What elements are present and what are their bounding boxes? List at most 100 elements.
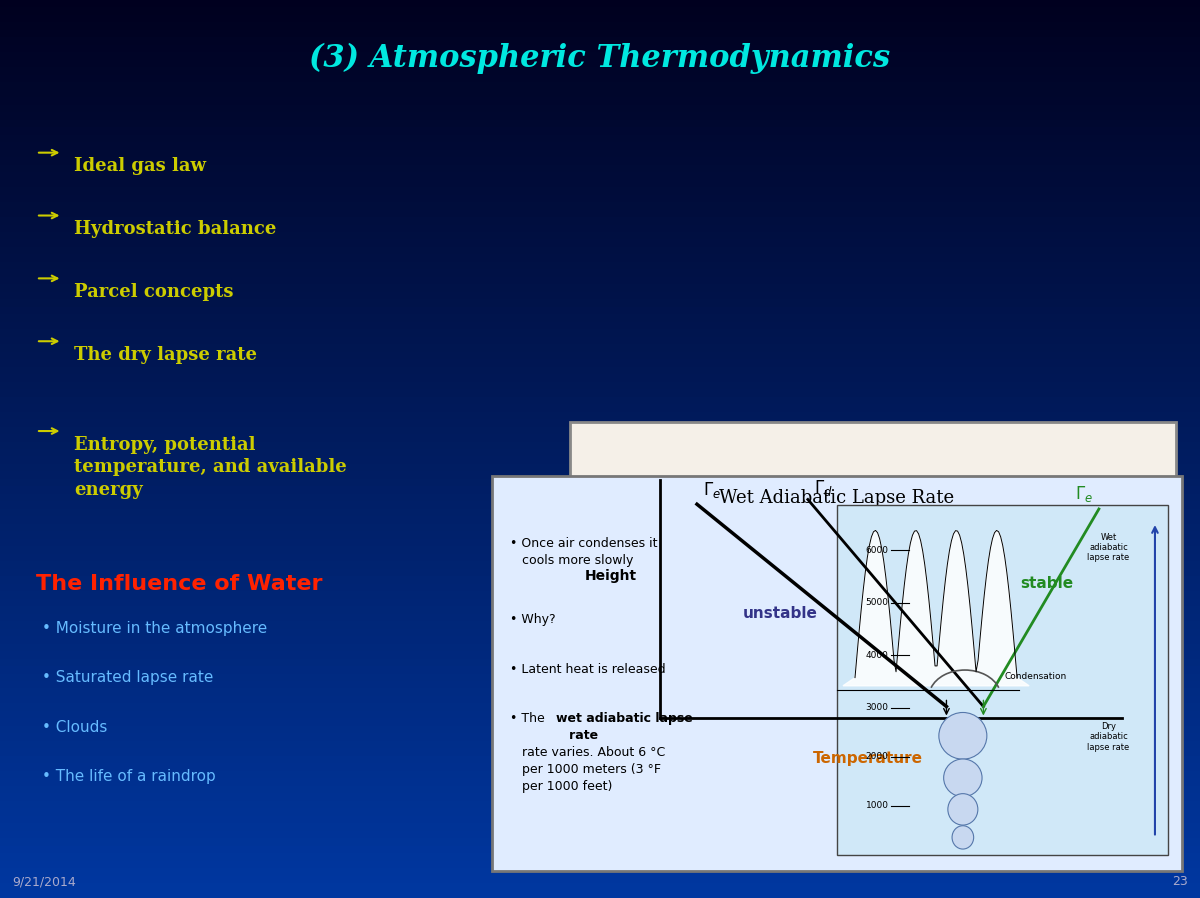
Bar (0, 763, 1200, 770)
Bar (0, 793, 1200, 801)
Bar (0, 195, 1200, 202)
Bar (0, 337, 1200, 344)
Bar (0, 180, 1200, 187)
Bar (0, 689, 1200, 696)
Bar (0, 344, 1200, 352)
Bar (0, 831, 1200, 838)
Bar (0, 674, 1200, 681)
Text: 3000: 3000 (865, 703, 888, 712)
Bar (0, 786, 1200, 793)
Bar (0, 232, 1200, 240)
Bar (0, 651, 1200, 658)
Bar (0, 434, 1200, 442)
Text: Temperature: Temperature (812, 751, 923, 766)
Bar (0, 532, 1200, 539)
Bar (0, 352, 1200, 359)
Bar (0, 539, 1200, 546)
Bar (0, 314, 1200, 321)
Text: • Clouds: • Clouds (42, 720, 107, 735)
Text: Height: Height (584, 568, 636, 583)
Bar (0, 554, 1200, 561)
Text: • Once air condenses it
   cools more slowly: • Once air condenses it cools more slowl… (510, 537, 658, 567)
Bar (0, 524, 1200, 532)
Bar (0, 135, 1200, 142)
Bar (0, 621, 1200, 629)
Bar (0, 247, 1200, 254)
Text: Parcel concepts: Parcel concepts (74, 283, 234, 301)
Bar (0, 374, 1200, 382)
Bar (0, 45, 1200, 52)
Bar (0, 561, 1200, 568)
Bar (0, 397, 1200, 404)
Bar (0, 411, 1200, 419)
Bar (0, 0, 1200, 7)
Text: • Latent heat is released: • Latent heat is released (510, 663, 666, 675)
Text: • The: • The (510, 712, 548, 725)
Bar (0, 285, 1200, 292)
Bar (0, 479, 1200, 487)
Bar (0, 83, 1200, 90)
Text: $\Gamma_e$: $\Gamma_e$ (703, 480, 721, 499)
Bar (0, 262, 1200, 269)
Bar (0, 613, 1200, 621)
Bar (0, 644, 1200, 651)
Bar (0, 119, 1200, 128)
Bar (0, 277, 1200, 285)
Ellipse shape (938, 712, 986, 759)
Bar (0, 696, 1200, 703)
Bar (0, 254, 1200, 262)
Ellipse shape (948, 794, 978, 825)
Text: • Moisture in the atmosphere: • Moisture in the atmosphere (42, 621, 268, 636)
Polygon shape (842, 531, 1030, 686)
Text: 1000: 1000 (865, 801, 888, 810)
Text: Wet Adiabatic Lapse Rate: Wet Adiabatic Lapse Rate (720, 489, 954, 507)
Bar (0, 748, 1200, 756)
Bar (0, 224, 1200, 232)
Text: Entropy, potential
temperature, and available
energy: Entropy, potential temperature, and avai… (74, 436, 347, 499)
Bar (0, 404, 1200, 411)
Bar (0, 734, 1200, 741)
Bar (0, 606, 1200, 613)
Bar (0, 726, 1200, 734)
Text: Dry
adiabatic
lapse rate: Dry adiabatic lapse rate (1087, 722, 1129, 752)
Bar (0, 30, 1200, 38)
Bar (0, 464, 1200, 471)
Bar (0, 202, 1200, 209)
Text: $\Gamma_e$: $\Gamma_e$ (1075, 485, 1093, 505)
Bar (0, 67, 1200, 75)
Bar (0, 853, 1200, 860)
Bar (0, 883, 1200, 891)
Bar (838, 505, 1169, 855)
Bar (0, 770, 1200, 779)
Bar (0, 808, 1200, 815)
Bar (0, 509, 1200, 516)
Bar (0, 52, 1200, 60)
Text: $\Gamma_d$: $\Gamma_d$ (814, 478, 833, 497)
Text: Hydrostatic balance: Hydrostatic balance (74, 220, 277, 238)
Bar (0, 299, 1200, 307)
Bar (0, 868, 1200, 876)
Text: • The life of a raindrop: • The life of a raindrop (42, 770, 216, 784)
Text: 6000: 6000 (865, 546, 888, 555)
Bar (492, 476, 1182, 871)
Bar (0, 494, 1200, 501)
Text: The Influence of Water: The Influence of Water (36, 574, 323, 594)
Text: Condensation: Condensation (1004, 672, 1067, 681)
Bar (0, 779, 1200, 786)
Bar (0, 90, 1200, 97)
Bar (0, 427, 1200, 434)
Bar (0, 419, 1200, 427)
Bar (0, 449, 1200, 456)
Bar (0, 876, 1200, 883)
Bar (0, 15, 1200, 22)
Bar (0, 823, 1200, 831)
Ellipse shape (952, 826, 973, 850)
Bar (0, 501, 1200, 509)
Bar (0, 7, 1200, 15)
Bar (0, 292, 1200, 299)
Bar (0, 599, 1200, 606)
Bar (0, 164, 1200, 172)
Bar (0, 741, 1200, 748)
Text: • Saturated lapse rate: • Saturated lapse rate (42, 671, 214, 685)
Bar (0, 591, 1200, 599)
